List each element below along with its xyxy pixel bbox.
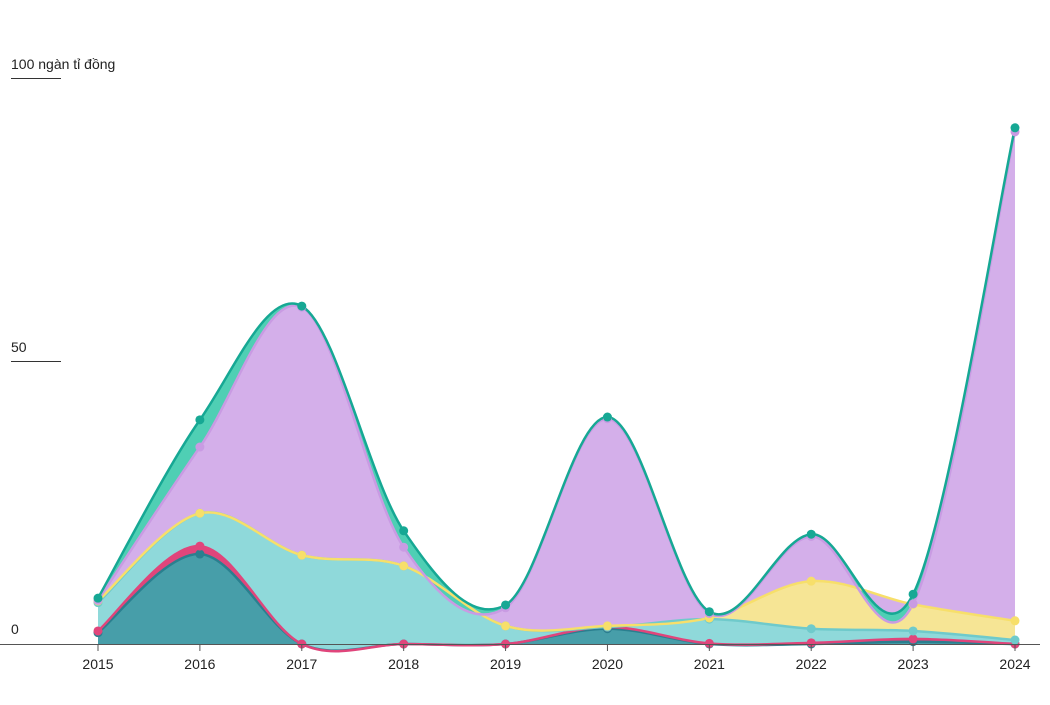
y-axis: 100 ngàn tỉ đồng 50 0 [11,56,115,637]
x-tick-label-2018: 2018 [388,656,419,672]
y-tick-label-0: 0 [11,621,19,637]
point-series-4-2018 [399,561,409,571]
area-series-4 [98,512,1015,641]
point-series-2-2022 [806,638,816,648]
point-series-4-2020 [602,621,612,631]
x-tick-label-2016: 2016 [184,656,215,672]
point-series-3-2024 [1010,635,1020,645]
point-series-6-2017 [297,301,307,311]
x-tick-label-2021: 2021 [694,656,725,672]
point-series-6-2019 [501,600,511,610]
line-series-6 [96,127,1017,616]
x-tick-label-2022: 2022 [796,656,827,672]
y-tick-label-100: 100 ngàn tỉ đồng [11,56,115,72]
x-tick-label-2023: 2023 [898,656,929,672]
area-series-5 [98,131,1015,631]
point-series-2-2021 [704,638,714,648]
area-series-1 [98,553,1015,651]
point-series-3-2023 [908,626,918,636]
area-series-3 [98,512,1015,652]
point-series-3-2022 [806,624,816,634]
point-series-6-2016 [195,415,205,425]
point-series-5-2018 [399,542,409,552]
point-series-6-2022 [806,529,816,539]
area-series-6 [98,127,1015,623]
point-series-4-2019 [501,621,511,631]
x-tick-label-2017: 2017 [286,656,317,672]
point-series-2-2016 [195,541,205,551]
point-series-2-2023 [908,634,918,644]
point-series-6-2015 [93,593,103,603]
point-series-4-2024 [1010,616,1020,626]
points [93,123,1020,649]
point-series-2-2015 [93,626,103,636]
point-series-6-2023 [908,589,918,599]
x-tick-label-2024: 2024 [999,656,1030,672]
point-series-1-2016 [195,549,205,559]
y-tick-label-50: 50 [11,339,27,355]
point-series-5-2023 [908,599,918,609]
lines [96,127,1017,653]
x-axis: 2015 2016 2017 2018 2019 2020 2021 2022 2023 2024 [0,644,1040,672]
point-series-6-2020 [602,412,612,422]
point-series-4-2016 [195,508,205,518]
point-series-6-2021 [704,607,714,617]
x-tick-label-2019: 2019 [490,656,521,672]
point-series-4-2022 [806,576,816,586]
line-series-2 [97,544,1016,653]
point-series-6-2024 [1010,123,1020,133]
point-series-6-2018 [399,526,409,536]
point-series-5-2016 [195,442,205,452]
x-tick-label-2015: 2015 [82,656,113,672]
point-series-4-2017 [297,550,307,560]
x-tick-label-2020: 2020 [592,656,623,672]
